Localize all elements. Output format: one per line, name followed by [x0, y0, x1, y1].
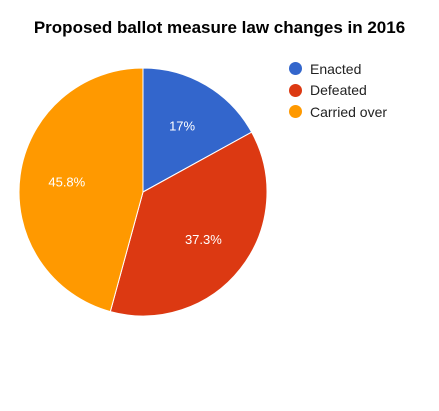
- pie-slices: [18, 67, 268, 317]
- chart-title: Proposed ballot measure law changes in 2…: [33, 18, 406, 37]
- legend-label-defeated: Defeated: [310, 82, 367, 99]
- pie-slice-defeated[interactable]: [109, 131, 268, 317]
- pie-slice-labels: 17% 37.3% 45.8%: [48, 118, 222, 247]
- pie-slice-carried-over[interactable]: [18, 67, 144, 313]
- legend-label-enacted: Enacted: [310, 60, 362, 77]
- slice-label-defeated: 37.3%: [185, 232, 222, 247]
- pie-slice-enacted[interactable]: [142, 67, 253, 193]
- legend: Enacted Defeated Carried over: [289, 58, 437, 123]
- legend-label-carried-over: Carried over: [310, 103, 388, 120]
- legend-swatch-enacted: [289, 62, 302, 76]
- legend-item-enacted[interactable]: Enacted: [289, 58, 437, 80]
- slice-label-carried-over: 45.8%: [48, 174, 85, 189]
- legend-item-carried-over[interactable]: Carried over: [289, 101, 437, 123]
- legend-item-defeated[interactable]: Defeated: [289, 80, 437, 102]
- legend-swatch-defeated: [289, 83, 302, 97]
- slice-label-enacted: 17%: [169, 118, 195, 133]
- legend-swatch-carried-over: [289, 105, 302, 119]
